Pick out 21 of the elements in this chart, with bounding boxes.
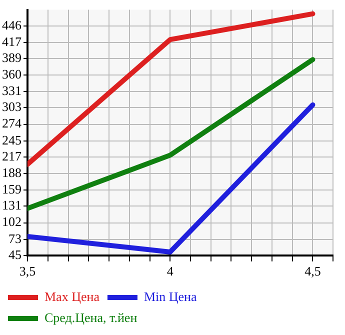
legend-label: Сред.Цена, т.йен [44,310,138,325]
y-tick-label: 245 [2,132,22,148]
y-tick-label: 303 [2,99,22,114]
y-tick-label: 45 [8,246,22,262]
y-tick-label: 331 [2,83,22,98]
legend-label: Max Цена [44,288,100,304]
y-tick-label: 188 [2,164,22,180]
y-tick-label: 389 [2,50,22,65]
x-tick-label: 4 [166,264,174,279]
y-tick-label: 446 [2,17,22,32]
y-tick-label: 360 [2,66,22,82]
y-tick-label: 73 [8,230,22,246]
y-tick-label: 102 [2,214,22,230]
x-tick-label: 4,5 [304,264,321,279]
y-tick-label: 217 [2,148,22,164]
legend-label: Min Цена [144,288,197,304]
y-tick-label: 417 [2,34,22,49]
x-tick-label: 3,5 [19,264,36,279]
y-tick-label: 274 [2,116,22,131]
y-tick-label: 159 [2,182,22,197]
y-tick-label: 131 [2,198,22,213]
